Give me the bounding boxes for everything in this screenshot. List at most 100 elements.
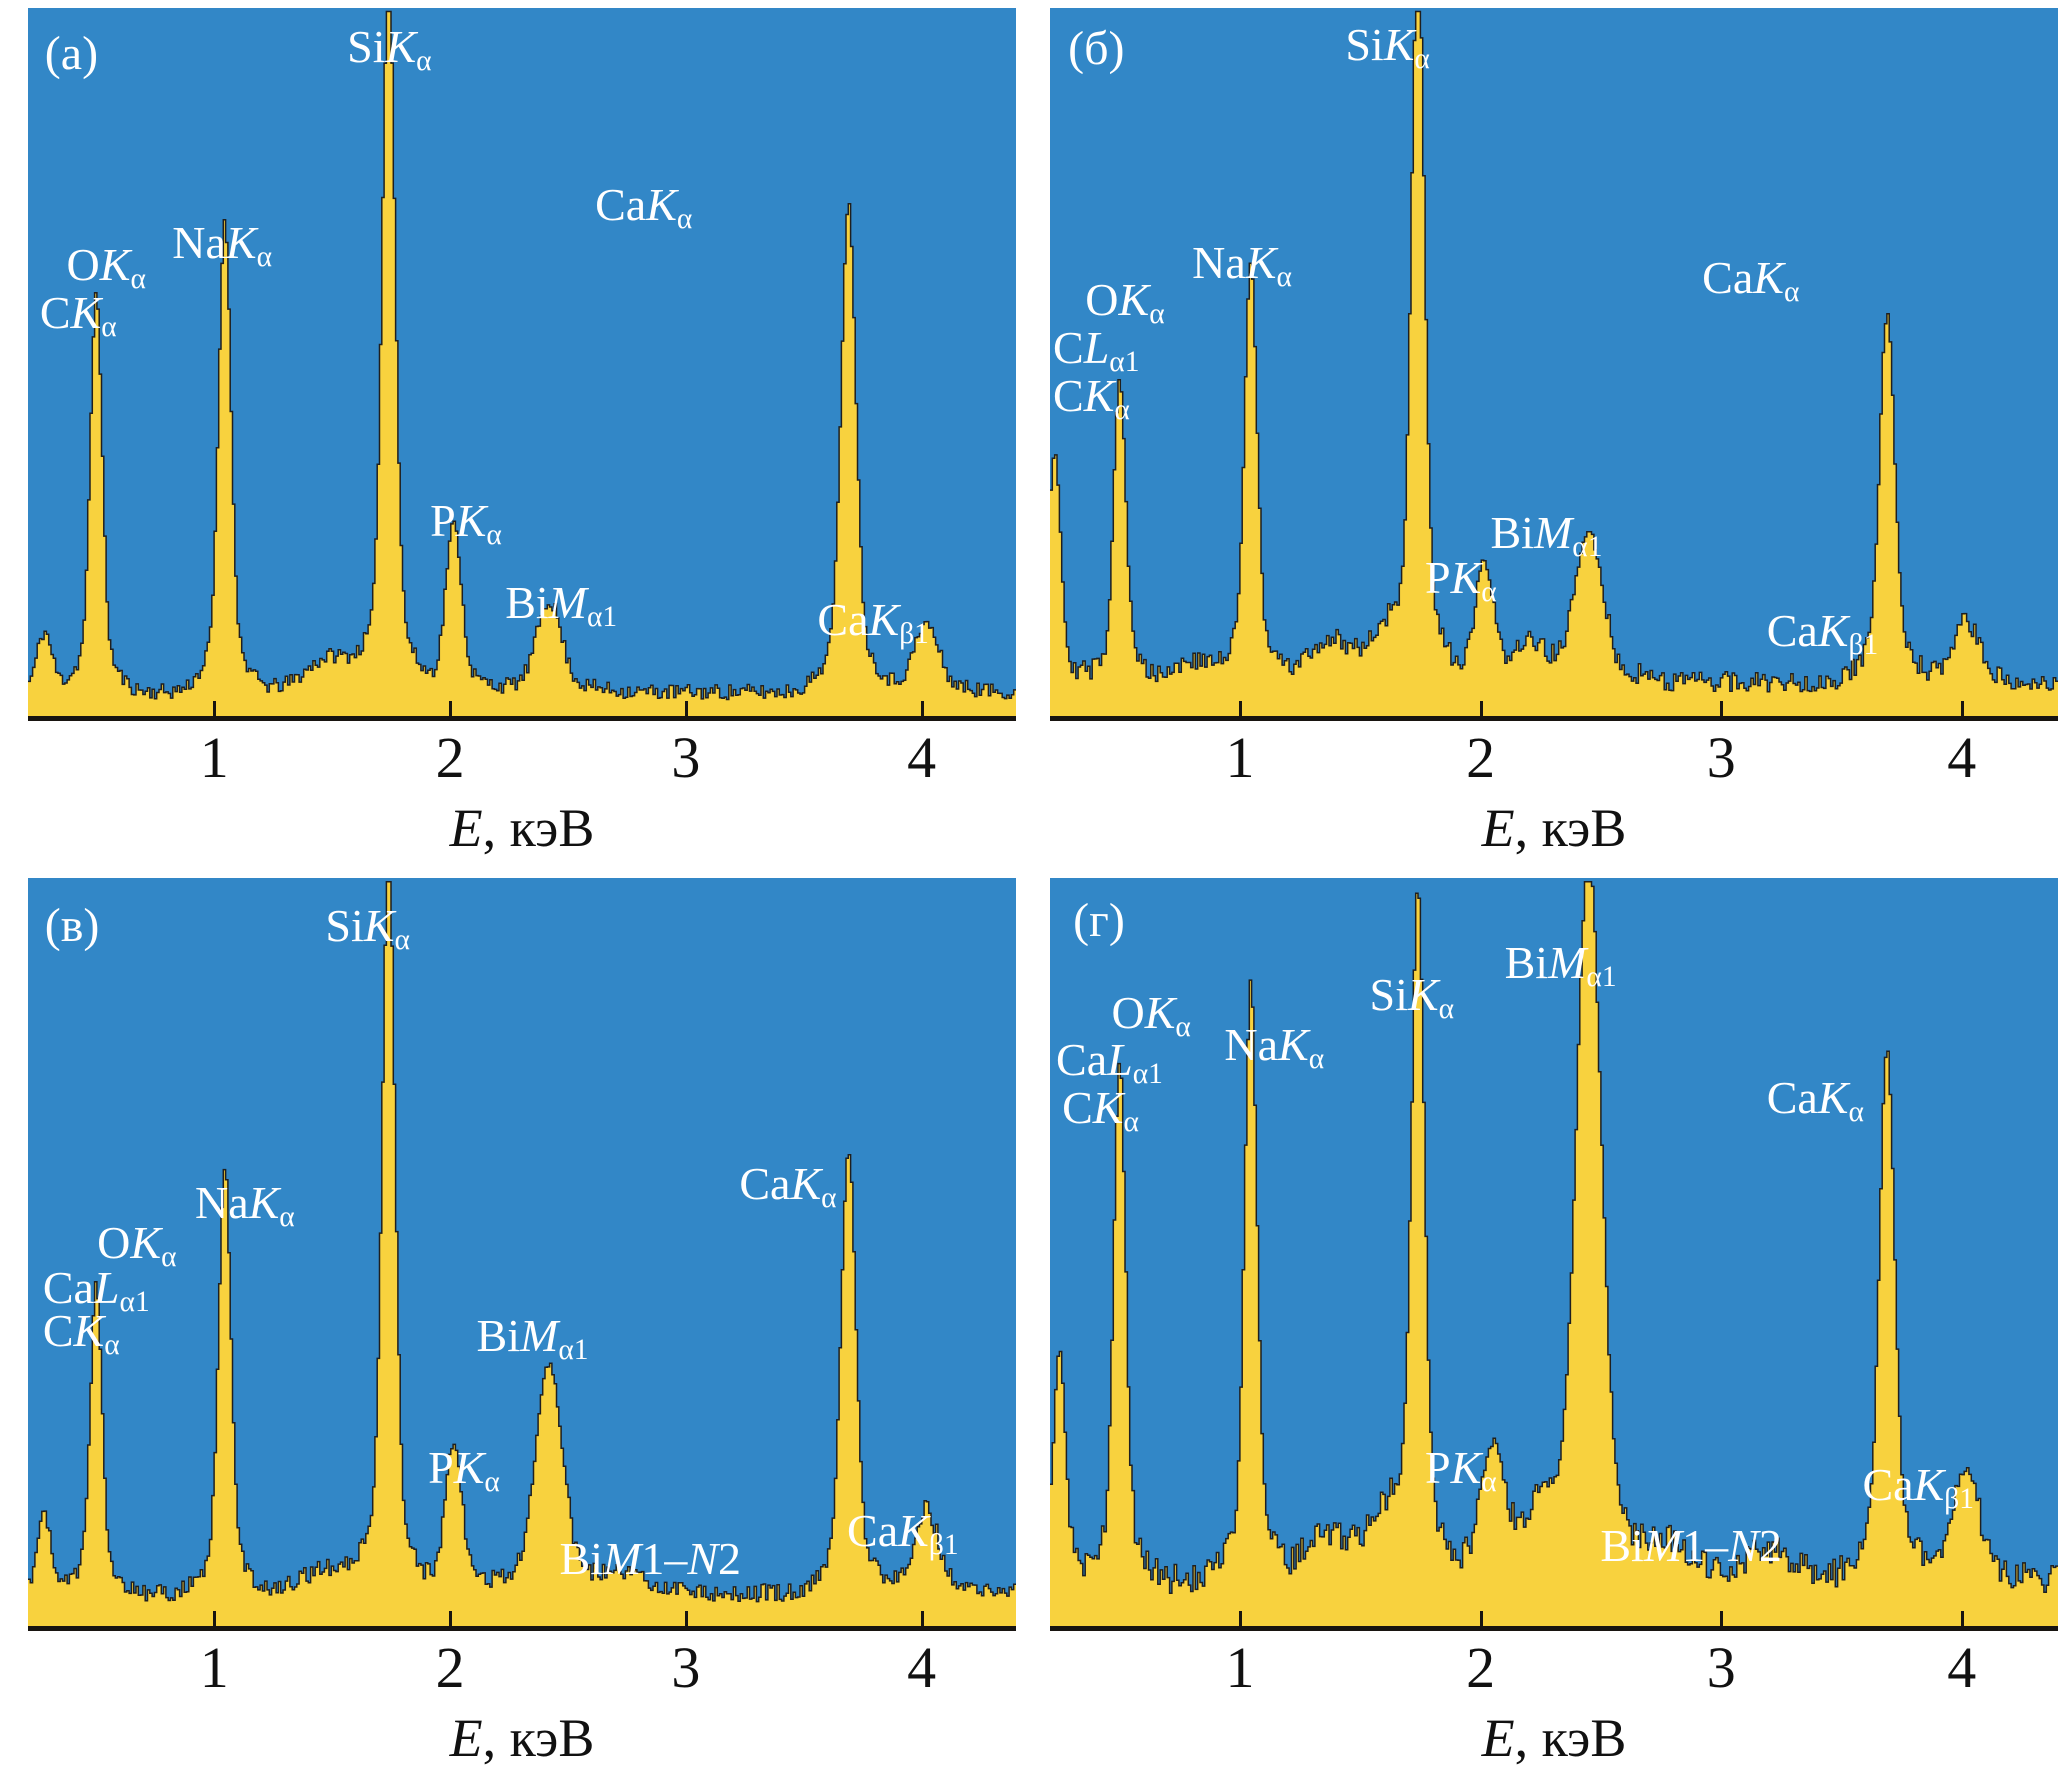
peak-label: CaKβ1 (817, 597, 929, 650)
label-element: Si (1345, 19, 1384, 71)
label-series-letter: E (449, 1708, 483, 1768)
label-element: O (66, 238, 100, 290)
label-element: Bi (476, 1310, 521, 1362)
label-element: Ca (595, 179, 647, 231)
label-subscript: α1 (558, 1334, 589, 1367)
label-element: P (1424, 551, 1451, 603)
label-series-letter: K (1083, 369, 1115, 421)
x-tick-label: 2 (435, 1635, 465, 1700)
plot-area: (а) OKα CKα NaKα SiKα PKα BiMα1 CaKα CaKβ1 (28, 8, 1016, 721)
peak-label: CaLα1 (43, 1264, 150, 1318)
peak-label: CaKβ1 (1862, 1462, 1974, 1515)
peak-label: BiMα1 (1490, 506, 1603, 564)
label-series-letter: L (1083, 322, 1110, 374)
x-tick-label: 4 (1947, 725, 1977, 790)
label-element: Bi (505, 577, 549, 629)
label-subscript: α (1438, 993, 1455, 1026)
x-axis-title: E, кэВ (1050, 1705, 2058, 1765)
label-series-letter: K (363, 899, 395, 951)
panel-letter: (б) (1068, 21, 1125, 75)
peak-label: SiKα (1345, 22, 1430, 75)
peak-label: PKα (1425, 1441, 1497, 1499)
label-series-letter: K (453, 1441, 485, 1493)
x-tick-labels: 1 2 3 4 (1050, 1631, 2058, 1705)
label-series-letter: K (1450, 1441, 1482, 1493)
label-series-letter: K (790, 1157, 822, 1209)
peak-label: PKα (428, 1441, 500, 1499)
label-series-letter: K (1383, 19, 1415, 71)
x-axis-tick (684, 1611, 688, 1626)
label-subscript: α (279, 1201, 295, 1234)
label-subscript: α (676, 203, 693, 236)
label-series-letter: K (1753, 252, 1784, 304)
label-series-letter: M (548, 577, 587, 629)
label-series-letter: K (1144, 987, 1176, 1039)
label-element: Bi (1600, 1519, 1644, 1571)
x-tick-label: 4 (907, 1635, 937, 1700)
label-element: Na (1192, 237, 1246, 289)
label-element: Ca (817, 594, 869, 646)
label-subscript: β1 (899, 618, 929, 651)
peak-label: BiMα1 (1505, 940, 1617, 993)
label-subscript: α1 (1572, 531, 1603, 564)
plot-area: (б) SiKα NaKα OKα CLα1 CKα PKα BiMα1 CaKα CaKβ1 (1050, 8, 2058, 721)
label-series-letter: N (687, 1533, 719, 1585)
label-series-letter: K (1092, 1082, 1124, 1134)
spectrum-outline (28, 10, 1016, 701)
label-element: Ca (1862, 1459, 1914, 1511)
label-subscript: α (256, 241, 272, 274)
label-subscript: α (101, 311, 117, 344)
x-axis-tick (1239, 701, 1242, 716)
label-series-letter: K (1817, 1071, 1849, 1123)
label-element: 2 (718, 1533, 742, 1585)
x-axis-tick (1479, 1611, 1483, 1626)
peak-label: PKα (1424, 551, 1497, 608)
x-axis-tick (1960, 1611, 1964, 1626)
spectrum-curve (1050, 10, 2058, 716)
peak-label: CLα1 (1053, 325, 1139, 378)
x-axis-tick (449, 1611, 453, 1626)
label-series-letter: K (73, 1305, 105, 1357)
label-element: P (428, 1441, 454, 1493)
plot-area: (в) SiKα NaKα OKα CaLα1 CKα PKα BiMα1 BiM1–N2 CaK… (28, 878, 1016, 1631)
x-tick-label: 1 (1225, 1635, 1255, 1700)
x-axis-tick (1479, 701, 1483, 716)
label-element: Bi (1504, 937, 1549, 989)
x-tick-label: 3 (1706, 725, 1736, 790)
label-subscript: α1 (587, 601, 618, 634)
peak-label: NaKα (1192, 240, 1292, 293)
label-element: Bi (559, 1533, 603, 1585)
label-element: , кэВ (482, 798, 595, 858)
x-axis-tick (1960, 701, 1964, 716)
x-tick-labels: 1 2 3 4 (28, 721, 1016, 795)
label-series-letter: M (520, 1310, 559, 1362)
x-axis-tick (920, 701, 924, 716)
label-element: C (1053, 369, 1084, 421)
x-axis-tick (213, 1611, 217, 1626)
peak-label: SiKα (1370, 972, 1455, 1025)
label-subscript: α (161, 1241, 177, 1274)
x-axis-title: E, кэВ (1050, 795, 2058, 855)
spectrum-outline (1050, 10, 2058, 693)
label-subscript: β1 (928, 1529, 959, 1562)
label-subscript: α (821, 1181, 837, 1214)
label-subscript: α (484, 1466, 500, 1499)
label-element: Ca (1766, 1071, 1818, 1123)
x-tick-label: 3 (671, 725, 701, 790)
x-tick-labels: 1 2 3 4 (28, 1631, 1016, 1705)
label-series-letter: M (1533, 506, 1573, 558)
peak-label: SiKα (325, 899, 410, 956)
label-subscript: α (1481, 1466, 1497, 1499)
label-element: Ca (1766, 605, 1818, 657)
plot-area: (г) OKα CaLα1 CKα NaKα SiKα BiMα1 CaKα PKα BiM1–N… (1050, 878, 2058, 1631)
label-series-letter: K (868, 594, 900, 646)
label-element: C (39, 286, 71, 338)
panel-letter: (а) (44, 26, 99, 80)
x-axis-tick (1720, 1611, 1724, 1626)
x-tick-label: 2 (1466, 1635, 1496, 1700)
label-element: Na (172, 217, 226, 269)
label-element: Bi (1490, 506, 1534, 558)
label-subscript: α (130, 262, 146, 295)
label-series-letter: N (1728, 1519, 1759, 1571)
